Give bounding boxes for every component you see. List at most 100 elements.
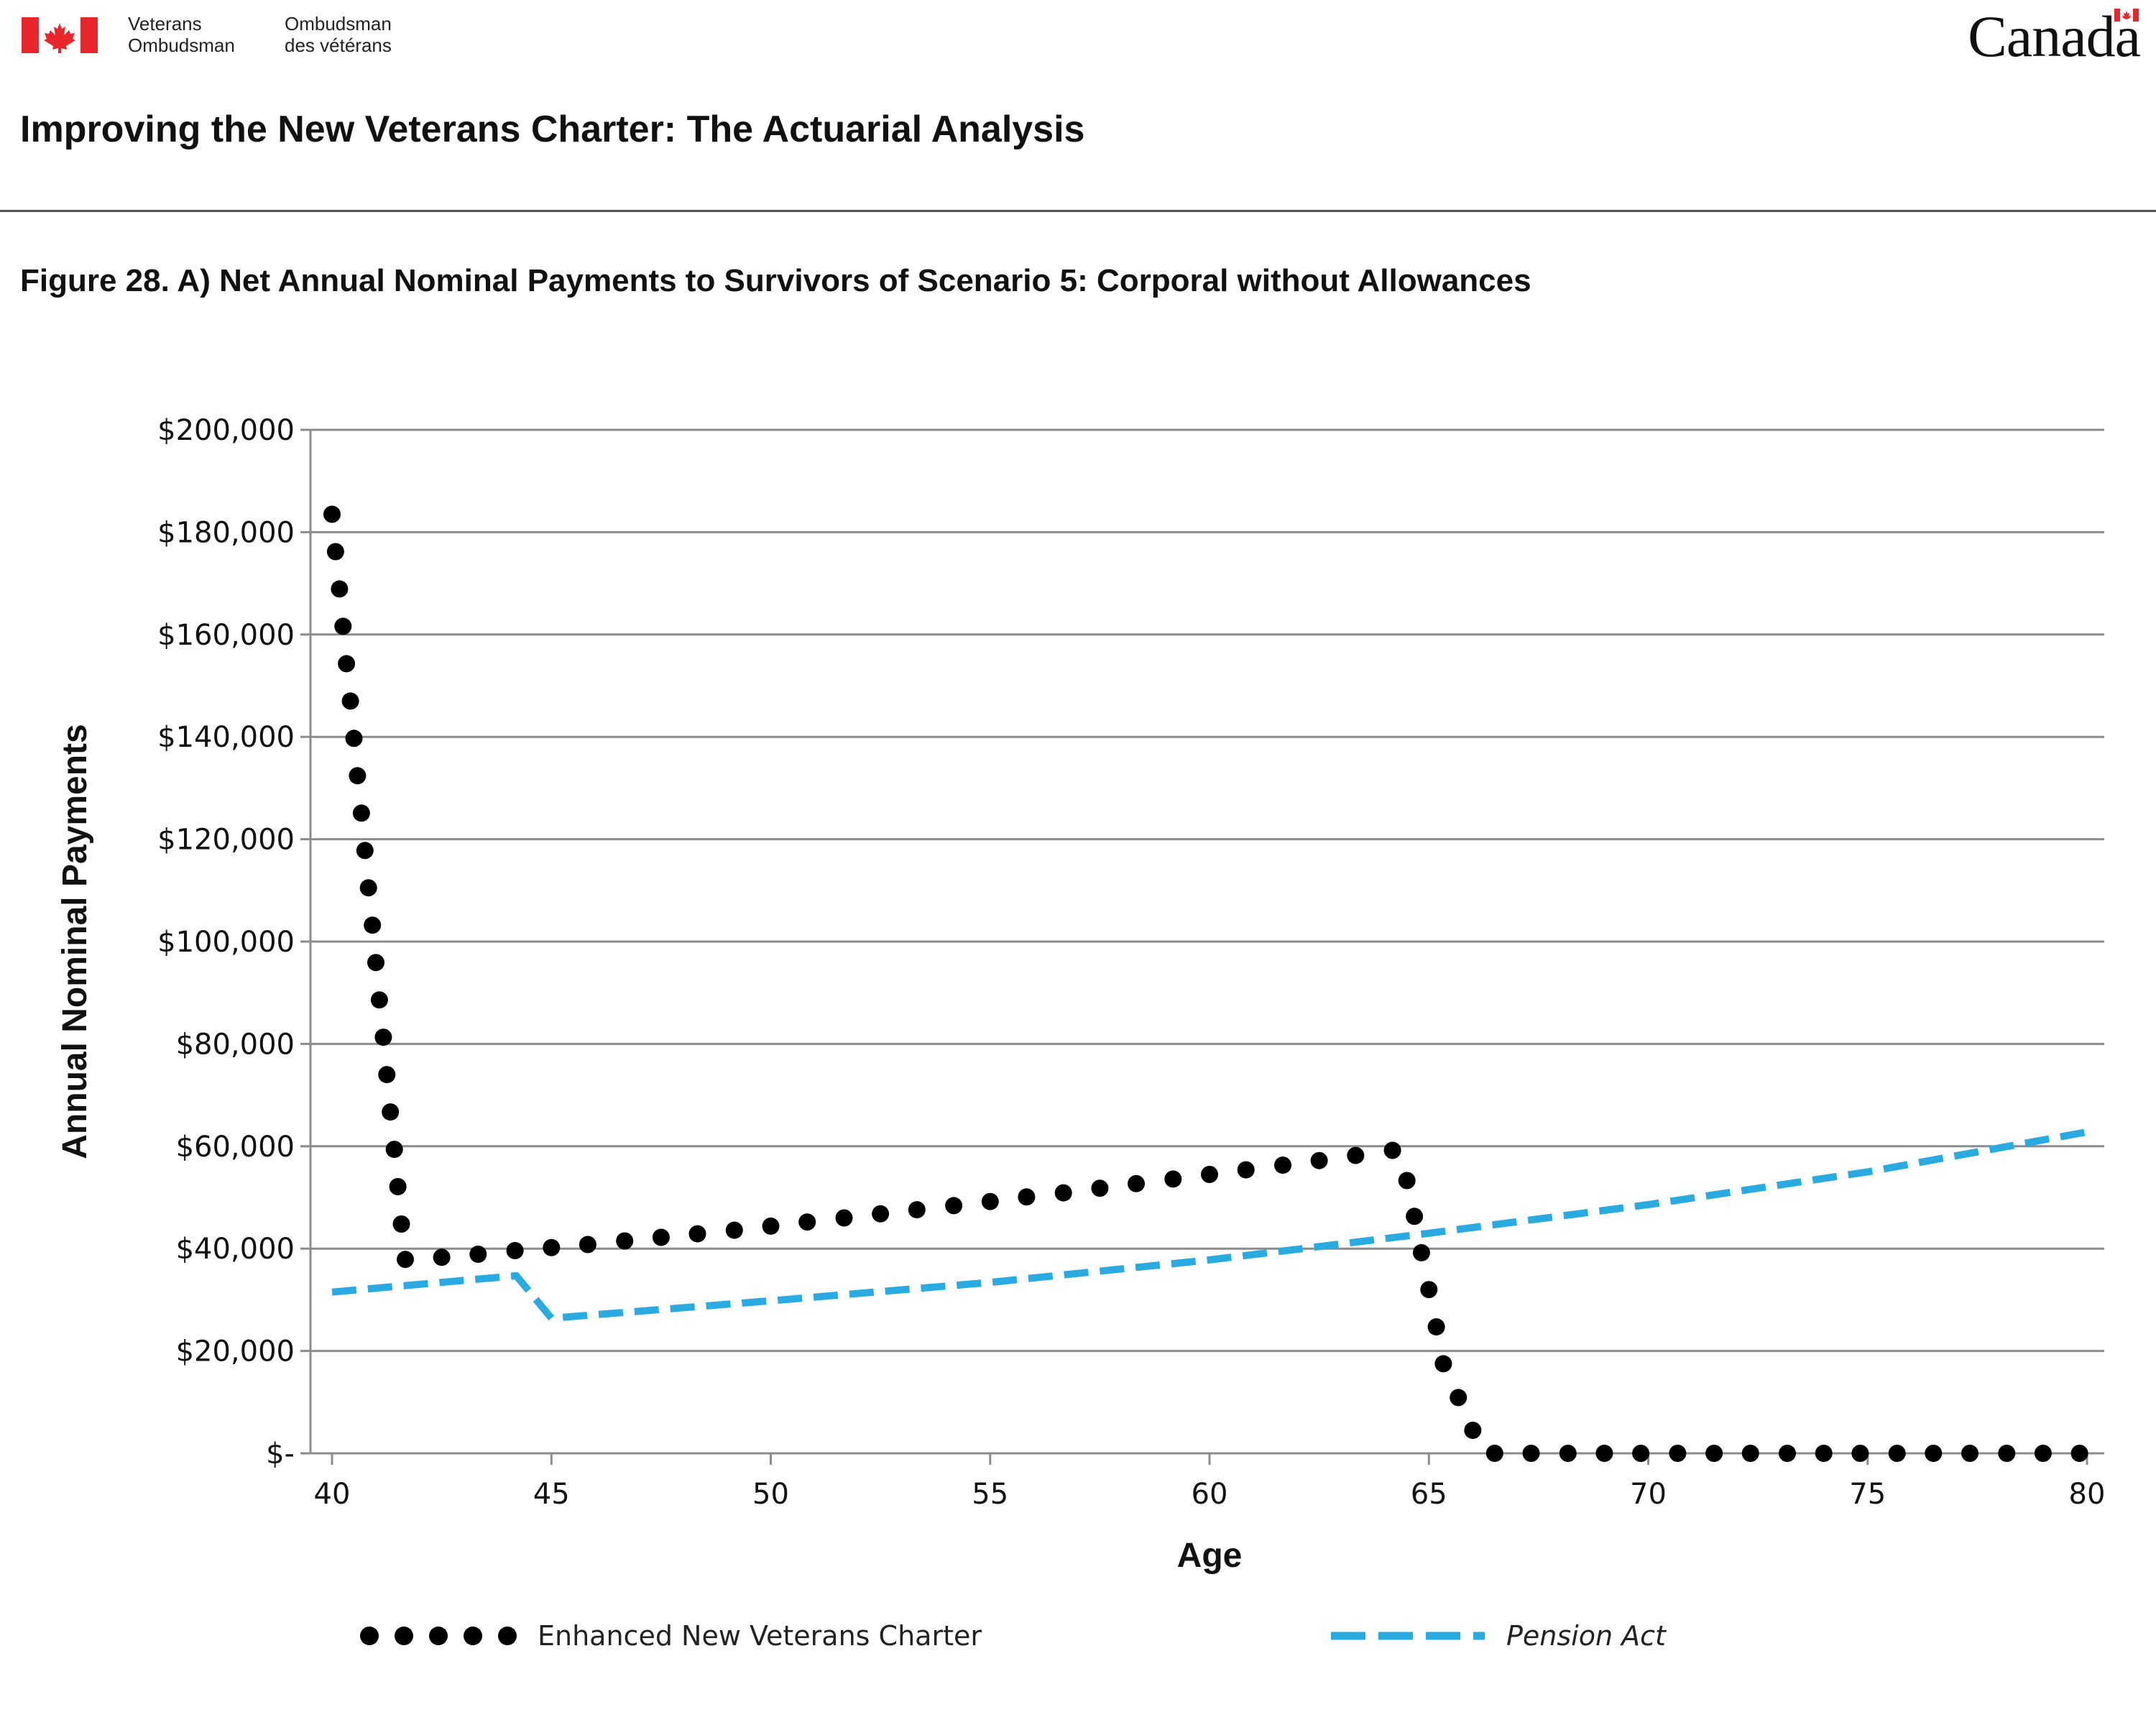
data-point-nvc-6 (345, 730, 363, 748)
data-point-nvc-14 (374, 1029, 392, 1046)
series-line-pension-act (331, 1128, 2088, 1322)
data-point-nvc-43 (1237, 1161, 1255, 1179)
data-point-nvc-19 (392, 1215, 410, 1233)
data-point-nvc-16 (382, 1103, 400, 1121)
data-point-nvc-26 (616, 1232, 634, 1250)
y-tick-label-0: $- (266, 1438, 295, 1471)
data-point-nvc-7 (349, 767, 367, 785)
data-point-nvc-66 (1851, 1445, 1869, 1462)
data-point-nvc-4 (338, 655, 356, 673)
data-point-nvc-40 (1128, 1174, 1145, 1192)
y-tick-label-5: $100,000 (157, 926, 295, 959)
data-point-nvc-1 (326, 543, 344, 561)
data-point-nvc-28 (688, 1225, 706, 1243)
y-tick-label-8: $160,000 (157, 619, 295, 652)
header-divider (0, 210, 2156, 212)
wordmark-flag-icon (2114, 9, 2139, 22)
data-point-nvc-35 (945, 1197, 963, 1215)
y-tick-label-7: $140,000 (157, 721, 295, 754)
figure-title: Figure 28. A) Net Annual Nominal Payment… (20, 263, 1531, 298)
data-point-nvc-63 (1741, 1445, 1759, 1462)
data-point-nvc-49 (1406, 1208, 1424, 1225)
x-tick-label-1: 45 (533, 1478, 570, 1511)
data-point-nvc-41 (1164, 1170, 1182, 1188)
document-title: Improving the New Veterans Charter: The … (20, 109, 1085, 150)
data-point-nvc-52 (1427, 1318, 1445, 1336)
x-axis-title: Age (1177, 1537, 1243, 1575)
page-header: Veterans Ombudsman Ombudsman des vétéran… (0, 0, 2156, 216)
x-tick-label-8: 80 (2069, 1478, 2106, 1511)
data-point-nvc-23 (506, 1242, 524, 1259)
legend-marker-nvc-dot-1 (395, 1627, 413, 1645)
data-point-nvc-25 (579, 1236, 596, 1254)
data-point-nvc-65 (1815, 1445, 1833, 1462)
data-point-nvc-12 (367, 954, 384, 972)
data-point-nvc-34 (908, 1201, 926, 1219)
y-tick-label-10: $200,000 (157, 414, 295, 447)
x-tick-label-2: 50 (752, 1478, 789, 1511)
data-point-nvc-15 (378, 1066, 396, 1084)
legend: Enhanced New Veterans Charter Pension Act (360, 1620, 1667, 1652)
data-point-nvc-5 (341, 692, 359, 710)
data-point-nvc-10 (359, 879, 377, 897)
data-point-nvc-18 (389, 1178, 407, 1195)
data-point-nvc-39 (1091, 1179, 1109, 1197)
data-point-nvc-32 (835, 1209, 853, 1227)
data-point-nvc-0 (323, 505, 341, 523)
data-point-nvc-45 (1310, 1151, 1328, 1169)
legend-marker-nvc-dot-3 (464, 1627, 482, 1645)
data-point-nvc-37 (1018, 1188, 1036, 1206)
y-tick-label-1: $20,000 (176, 1335, 295, 1368)
data-point-nvc-3 (334, 617, 352, 635)
data-point-nvc-42 (1201, 1166, 1218, 1183)
data-point-nvc-59 (1595, 1445, 1613, 1462)
data-point-nvc-47 (1383, 1141, 1401, 1159)
y-tick-label-2: $40,000 (176, 1233, 295, 1266)
y-tick-label-9: $180,000 (157, 516, 295, 549)
y-tick-label-6: $120,000 (157, 824, 295, 857)
data-point-nvc-70 (1998, 1445, 2016, 1462)
data-point-nvc-51 (1420, 1281, 1438, 1299)
legend-marker-nvc-dot-0 (360, 1627, 379, 1645)
y-axis-ticks: $- $20,000 $40,000 $60,000 $80,000 $100,000 $1… (157, 414, 310, 1471)
data-point-nvc-56 (1485, 1445, 1503, 1462)
data-point-nvc-71 (2034, 1445, 2052, 1462)
data-point-nvc-50 (1412, 1243, 1430, 1261)
gridlines (310, 428, 2104, 1353)
data-point-nvc-8 (352, 804, 370, 822)
data-point-nvc-57 (1522, 1445, 1540, 1462)
data-point-nvc-68 (1925, 1445, 1943, 1462)
data-point-nvc-30 (762, 1217, 780, 1235)
x-tick-label-0: 40 (314, 1478, 351, 1511)
legend-marker-nvc-dot-2 (429, 1627, 448, 1645)
data-point-nvc-21 (433, 1248, 451, 1266)
data-point-nvc-64 (1779, 1445, 1796, 1462)
data-point-nvc-38 (1054, 1184, 1072, 1202)
data-point-nvc-55 (1464, 1422, 1482, 1439)
data-point-nvc-62 (1705, 1445, 1723, 1462)
x-axis-ticks: 40 45 50 55 60 65 70 75 80 (314, 1453, 2106, 1511)
data-point-nvc-72 (2070, 1445, 2088, 1462)
data-point-nvc-58 (1559, 1445, 1577, 1462)
data-point-nvc-27 (652, 1228, 670, 1246)
department-name-fr: Ombudsman des vétérans (285, 13, 392, 56)
data-point-nvc-13 (370, 991, 388, 1009)
data-point-nvc-33 (872, 1205, 890, 1223)
data-point-nvc-11 (364, 916, 382, 934)
data-point-nvc-69 (1961, 1445, 1978, 1462)
data-point-nvc-60 (1632, 1445, 1650, 1462)
y-tick-label-3: $60,000 (176, 1131, 295, 1164)
data-point-nvc-46 (1347, 1146, 1365, 1164)
data-point-nvc-22 (469, 1246, 487, 1263)
legend-label-nvc: Enhanced New Veterans Charter (538, 1620, 982, 1652)
legend-label-pension-act: Pension Act (1506, 1620, 1667, 1652)
department-name-en: Veterans Ombudsman (128, 13, 235, 56)
data-point-nvc-53 (1434, 1355, 1452, 1373)
x-tick-label-4: 60 (1192, 1478, 1228, 1511)
x-tick-label-7: 75 (1849, 1478, 1886, 1511)
data-point-nvc-61 (1669, 1445, 1687, 1462)
data-point-nvc-17 (385, 1141, 403, 1159)
series-layer (323, 505, 2088, 1462)
canada-wordmark: Canada (1968, 4, 2141, 69)
